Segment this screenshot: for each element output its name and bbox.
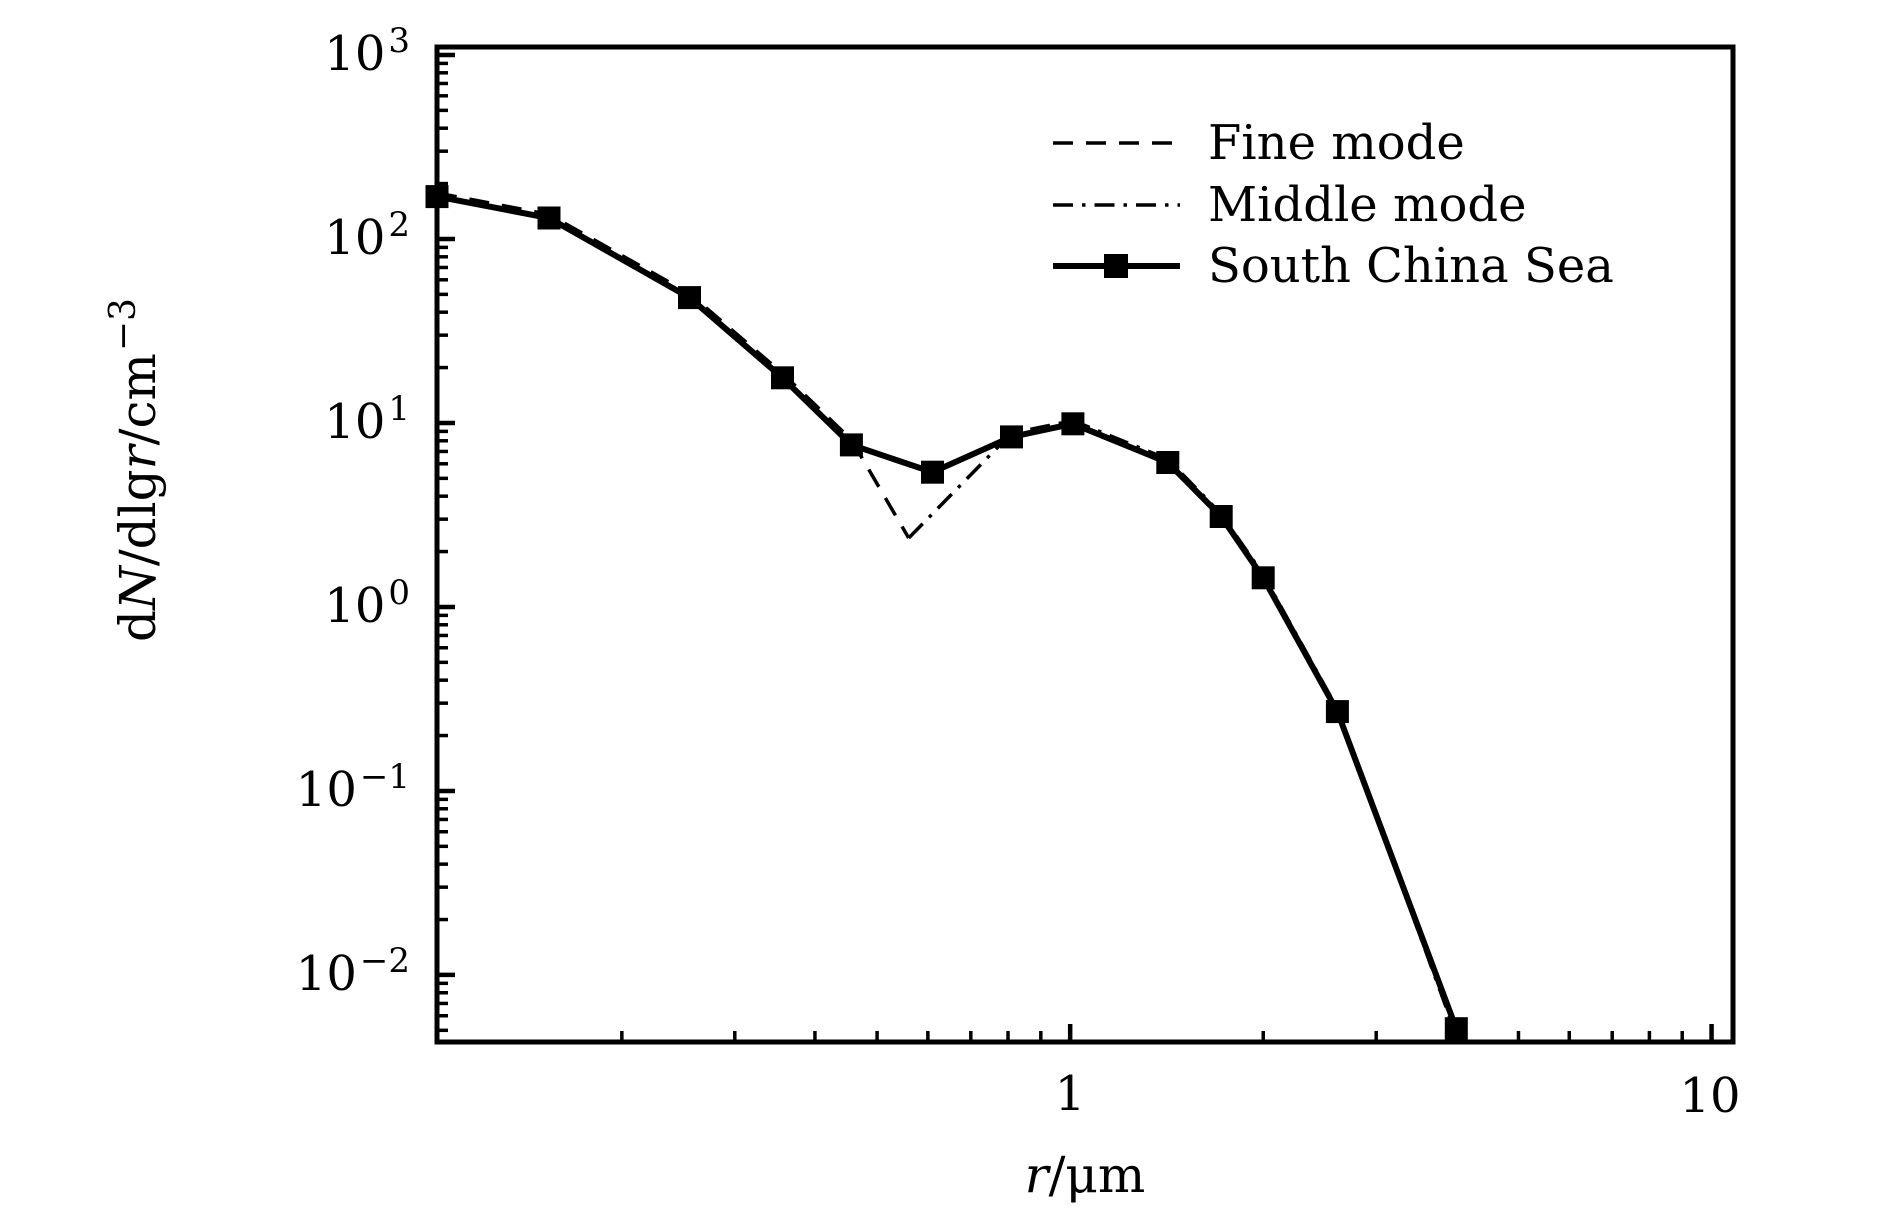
series-middle-mode [907, 418, 1455, 1027]
legend-entry-middle-mode: Middle mode [1053, 177, 1527, 233]
y-tick-label-1e3: 103 [324, 21, 410, 82]
series-fine-mode [436, 191, 911, 539]
data-point-marker [1156, 451, 1180, 474]
y-tick-label-1e1: 101 [324, 389, 410, 450]
y-axis-tick-labels: 103 102 101 100 10−1 10−2 [296, 21, 410, 1002]
y-tick-label-1e0: 100 [324, 573, 410, 634]
x-axis-tick-labels: 1 10 [1055, 1066, 1741, 1124]
legend-entry-south-china-sea: South China Sea [1053, 238, 1614, 294]
legend-label-middle-mode: Middle mode [1208, 177, 1527, 233]
data-point-marker [678, 286, 701, 310]
data-point-marker [1000, 425, 1023, 449]
series-south-china-sea [425, 185, 1468, 1041]
data-series-group [425, 185, 1468, 1041]
legend-entry-fine-mode: Fine mode [1053, 115, 1465, 171]
data-point-marker [425, 185, 449, 209]
data-point-marker [771, 366, 794, 390]
data-point-marker [537, 206, 561, 230]
x-axis-title: r/μm [1025, 1146, 1146, 1204]
data-point-marker [839, 433, 863, 457]
data-point-marker [1325, 700, 1349, 724]
legend-sample-square-marker [1104, 254, 1128, 278]
y-tick-label-1e-1: 10−1 [296, 757, 410, 818]
data-point-marker [921, 460, 944, 484]
series-line [907, 418, 1455, 1027]
data-point-marker [1209, 505, 1233, 528]
series-line [436, 191, 911, 539]
axis-ticks [437, 52, 1714, 1042]
y-tick-label-1e2: 102 [324, 205, 410, 266]
data-point-marker [1061, 412, 1085, 436]
data-point-marker [1251, 566, 1275, 590]
legend: Fine mode Middle mode South China Sea [1053, 115, 1614, 294]
data-point-marker [1444, 1017, 1468, 1041]
x-tick-label-10: 10 [1679, 1068, 1740, 1124]
series-line [436, 193, 1460, 1030]
legend-label-fine-mode: Fine mode [1208, 115, 1465, 171]
y-tick-label-1e-2: 10−2 [296, 941, 410, 1002]
x-tick-label-1: 1 [1055, 1066, 1086, 1122]
legend-label-south-china-sea: South China Sea [1208, 238, 1614, 294]
plot-area-frame [434, 44, 1736, 1045]
y-axis-title: dN/dlgr/cm−3 [103, 298, 167, 642]
